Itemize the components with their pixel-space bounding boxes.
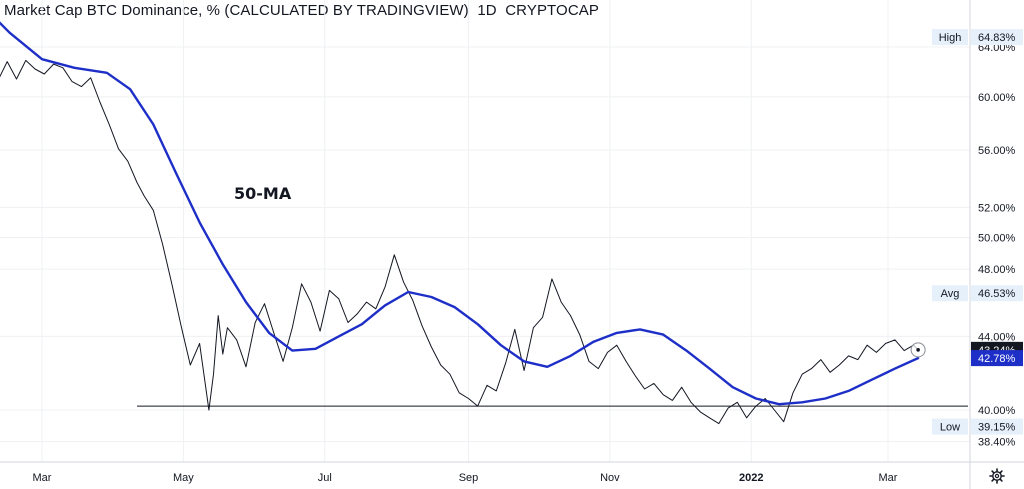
x-tick-label: Sep bbox=[459, 472, 479, 484]
chart-exchange: CRYPTOCAP bbox=[505, 2, 599, 19]
y-tick-label: 40.00% bbox=[978, 405, 1016, 417]
grid-layer bbox=[0, 0, 970, 462]
annot-layer: 50-MA bbox=[234, 184, 292, 203]
badge-label-box bbox=[932, 418, 968, 435]
y-tick-label: 44.00% bbox=[978, 331, 1016, 343]
badge-value-box bbox=[971, 285, 1023, 302]
gear-icon[interactable] bbox=[989, 468, 1005, 484]
x-tick-label: 2022 bbox=[739, 472, 763, 484]
badge-label: Low bbox=[940, 422, 960, 434]
badge-value-box bbox=[971, 418, 1023, 435]
ytick-layer[interactable]: 38.40% 40.00% 44.00% 48.00% 50.00% 52.00% 56.0… bbox=[978, 42, 1016, 449]
y-tick-label: 60.00% bbox=[978, 92, 1016, 104]
badge-value: 64.83% bbox=[978, 32, 1016, 44]
price-series-line bbox=[0, 59, 919, 425]
ma-annotation-label: 50-MA bbox=[234, 184, 292, 203]
badge-value-box bbox=[971, 350, 1023, 367]
badge-label: High bbox=[939, 32, 962, 44]
badge-value: 42.78% bbox=[978, 353, 1016, 365]
x-tick-label: Nov bbox=[600, 472, 620, 484]
y-tick-label: 48.00% bbox=[978, 264, 1016, 276]
ma-series-line bbox=[0, 21, 920, 406]
badge-label-box bbox=[932, 29, 968, 46]
y-tick-label: 38.40% bbox=[978, 437, 1016, 449]
chart-title: Market Cap BTC Dominance, % (CALCULATED … bbox=[4, 2, 599, 19]
badge-label-box bbox=[932, 285, 968, 302]
y-tick-label: 56.00% bbox=[978, 145, 1016, 157]
badge-value: 46.53% bbox=[978, 288, 1016, 300]
xtick-layer[interactable]: Mar May Jul Sep Nov 2022 Mar bbox=[33, 472, 898, 484]
chart-interval[interactable]: 1D bbox=[477, 2, 497, 19]
badge-label: Avg bbox=[941, 288, 960, 300]
x-tick-label: May bbox=[173, 472, 194, 484]
y-tick-label: 50.00% bbox=[978, 233, 1016, 245]
y-tick-label: 52.00% bbox=[978, 202, 1016, 214]
x-tick-label: Mar bbox=[879, 472, 898, 484]
chart-title-main: Market Cap BTC Dominance, % (CALCULATED … bbox=[4, 2, 469, 19]
x-tick-label: Jul bbox=[318, 472, 332, 484]
last-point-dot bbox=[916, 348, 920, 352]
series-layer bbox=[0, 21, 920, 425]
badge-value: 39.15% bbox=[978, 422, 1016, 434]
marker-layer bbox=[910, 342, 926, 358]
badge-value-box bbox=[971, 29, 1023, 46]
x-tick-label: Mar bbox=[33, 472, 52, 484]
